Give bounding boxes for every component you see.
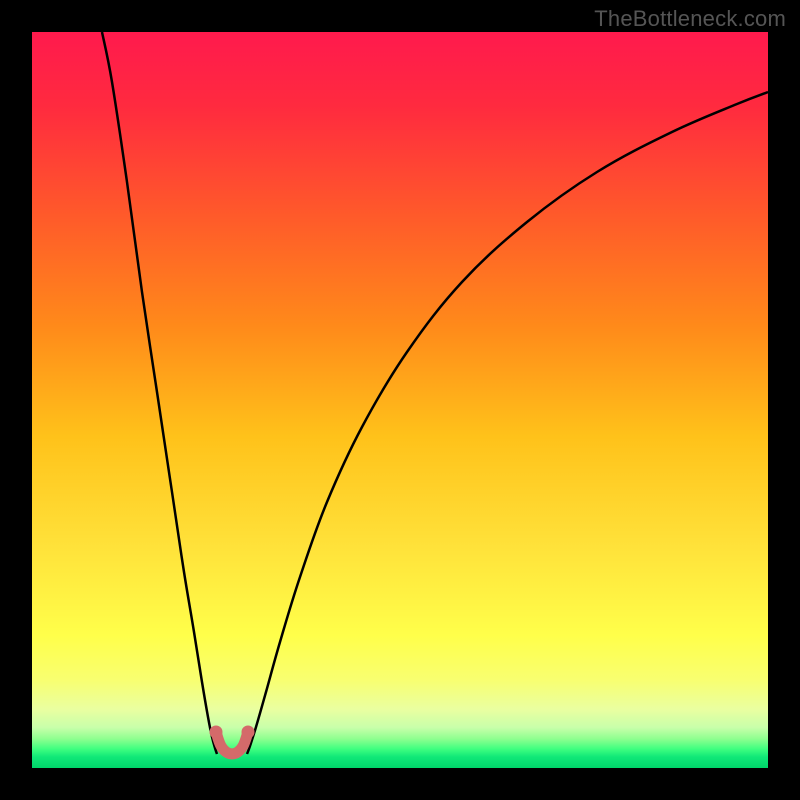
bottleneck-curve-chart <box>0 0 800 800</box>
dip-endpoint-dot <box>242 726 255 739</box>
watermark-text: TheBottleneck.com <box>594 6 786 32</box>
gradient-background <box>32 32 768 768</box>
dip-endpoint-dot <box>210 726 223 739</box>
plot-area <box>32 32 768 768</box>
chart-container: TheBottleneck.com <box>0 0 800 800</box>
